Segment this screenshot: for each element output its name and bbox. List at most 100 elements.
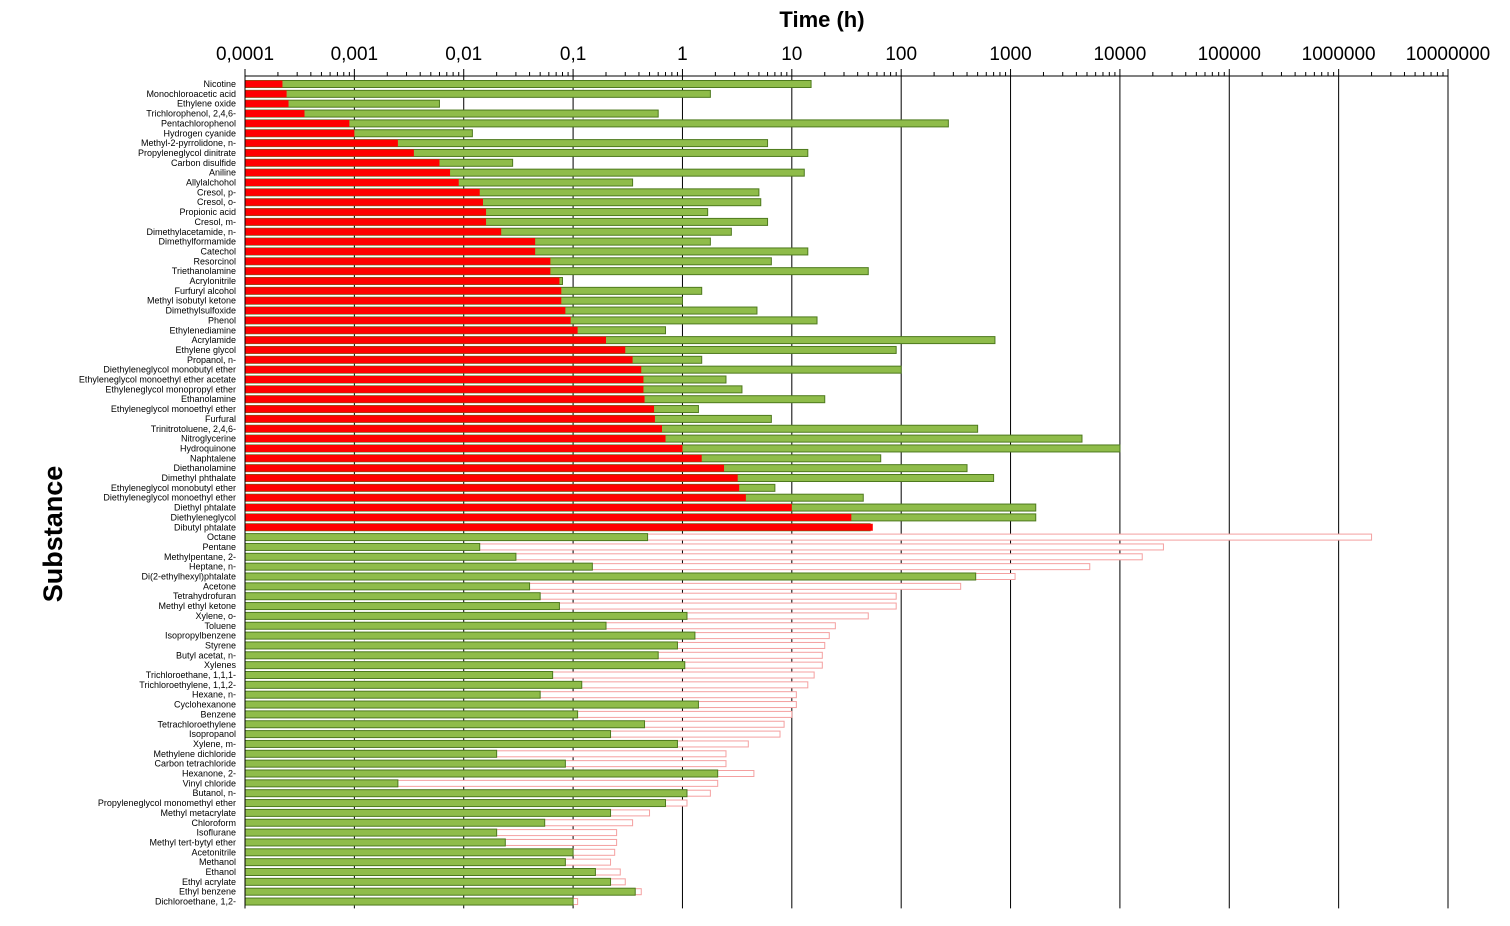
red-bar bbox=[245, 484, 740, 492]
green-bar bbox=[244, 602, 560, 611]
y-axis-title: Substance bbox=[38, 466, 68, 603]
category-label: Methylpentane, 2- bbox=[164, 552, 236, 562]
green-bar bbox=[244, 848, 574, 857]
category-label: Carbon disulfide bbox=[171, 158, 236, 168]
category-label: Ethyleneglycol monopropyl ether bbox=[105, 384, 236, 394]
category-label: Butanol, n- bbox=[192, 788, 236, 798]
category-label: Ethyleneglycol monoethyl ether acetate bbox=[79, 375, 236, 385]
category-label: Methanol bbox=[199, 857, 236, 867]
red-bar bbox=[245, 454, 702, 462]
category-label: Acrylonitrile bbox=[189, 276, 236, 286]
red-bar bbox=[245, 523, 873, 531]
green-bar bbox=[244, 887, 636, 896]
category-label: Propionic acid bbox=[179, 207, 236, 217]
x-tick-label: 10000000 bbox=[1406, 44, 1491, 65]
category-label: Pentachlorophenol bbox=[161, 118, 236, 128]
red-bar bbox=[245, 376, 644, 383]
category-label: Cyclohexanone bbox=[174, 700, 236, 710]
green-bar bbox=[244, 868, 596, 876]
red-bar bbox=[245, 228, 502, 236]
green-bar bbox=[244, 592, 541, 601]
green-bar bbox=[244, 89, 711, 98]
category-label: Nicotine bbox=[203, 79, 236, 89]
green-bar bbox=[244, 759, 566, 768]
category-label: Dimethylacetamide, n- bbox=[146, 227, 236, 237]
red-bar bbox=[245, 110, 305, 118]
category-label: Dibutyl phtalate bbox=[174, 522, 236, 532]
red-bar bbox=[245, 513, 852, 521]
category-label: Methyl-2-pyrrolidone, n- bbox=[141, 138, 236, 148]
red-bar bbox=[245, 247, 536, 255]
category-label: Tetrachloroethylene bbox=[157, 719, 236, 729]
x-tick-label: 1000 bbox=[989, 44, 1031, 65]
category-label: Diethanolamine bbox=[173, 463, 236, 473]
green-bar bbox=[244, 621, 607, 630]
category-label: Diethyleneglycol monoethyl ether bbox=[103, 493, 236, 503]
red-bar bbox=[245, 307, 566, 315]
red-bar bbox=[245, 129, 355, 137]
category-label: Trichloroethane, 1,1,1- bbox=[146, 670, 236, 680]
red-bar bbox=[245, 435, 666, 443]
category-label: Cresol, m- bbox=[194, 217, 236, 227]
category-label: Methyl tert-bytyl ether bbox=[149, 837, 236, 847]
category-label: Xylene, m- bbox=[193, 739, 236, 749]
category-label: Methyl ethyl ketone bbox=[158, 601, 236, 611]
category-label: Xylenes bbox=[204, 660, 237, 670]
category-label: Hexane, n- bbox=[192, 690, 236, 700]
category-label: Diethyleneglycol bbox=[170, 512, 236, 522]
category-label: Dichloroethane, 1,2- bbox=[155, 897, 236, 907]
red-bar bbox=[245, 474, 738, 482]
category-label: Dimethylsulfoxide bbox=[165, 306, 236, 316]
category-label: Furfuryl alcohol bbox=[174, 286, 236, 296]
green-bar bbox=[244, 710, 579, 719]
green-bar bbox=[244, 779, 399, 788]
red-bar bbox=[245, 159, 440, 167]
green-bar bbox=[244, 818, 546, 827]
x-axis bbox=[244, 69, 1449, 909]
category-label: Propyleneglycol dinitrate bbox=[138, 148, 236, 158]
category-label: Heptane, n- bbox=[189, 562, 236, 572]
category-label: Furfural bbox=[205, 414, 236, 424]
green-bar bbox=[244, 671, 554, 679]
red-bar bbox=[245, 267, 551, 275]
green-bar bbox=[244, 661, 686, 670]
red-bar bbox=[245, 336, 607, 344]
green-bar bbox=[244, 877, 612, 886]
red-bar bbox=[245, 415, 655, 423]
green-bar bbox=[244, 739, 678, 748]
red-bar bbox=[245, 90, 287, 98]
category-label: Benzene bbox=[200, 709, 236, 719]
green-bar bbox=[244, 651, 659, 660]
category-label: Vinyl chloride bbox=[183, 778, 236, 788]
category-label: Chloroform bbox=[191, 818, 236, 828]
category-label: Aniline bbox=[209, 168, 236, 178]
category-label: Nitroglycerine bbox=[181, 434, 236, 444]
category-label: Isoflurane bbox=[196, 828, 236, 838]
green-bar bbox=[244, 641, 678, 650]
green-bar bbox=[244, 897, 574, 906]
category-label: Ethylene glycol bbox=[175, 345, 236, 355]
category-label: Ethyl benzene bbox=[179, 887, 236, 897]
green-bar bbox=[244, 690, 541, 699]
red-bar bbox=[245, 169, 451, 177]
red-bar bbox=[245, 149, 414, 157]
red-bar bbox=[245, 218, 487, 226]
x-tick-label: 100 bbox=[885, 44, 917, 65]
green-bar bbox=[244, 720, 646, 729]
category-label: Acrylamide bbox=[191, 335, 236, 345]
green-bar bbox=[244, 109, 659, 118]
category-label: Hexanone, 2- bbox=[182, 769, 236, 779]
category-label: Ethanolamine bbox=[181, 394, 236, 404]
red-bar bbox=[245, 494, 746, 502]
category-label: Catechol bbox=[200, 246, 236, 256]
green-bar bbox=[244, 769, 719, 778]
x-tick-labels: 0,0001 0,001 0,01 0,1 1 10 100 1000 10000 100000 1… bbox=[216, 44, 1490, 65]
red-bar bbox=[245, 425, 662, 433]
category-label: Isopropanol bbox=[189, 729, 236, 739]
red-bar bbox=[245, 139, 398, 147]
category-label: Octane bbox=[207, 532, 236, 542]
green-bar bbox=[244, 80, 812, 88]
category-label: Allylalchohol bbox=[186, 178, 236, 188]
red-bar bbox=[245, 297, 562, 305]
